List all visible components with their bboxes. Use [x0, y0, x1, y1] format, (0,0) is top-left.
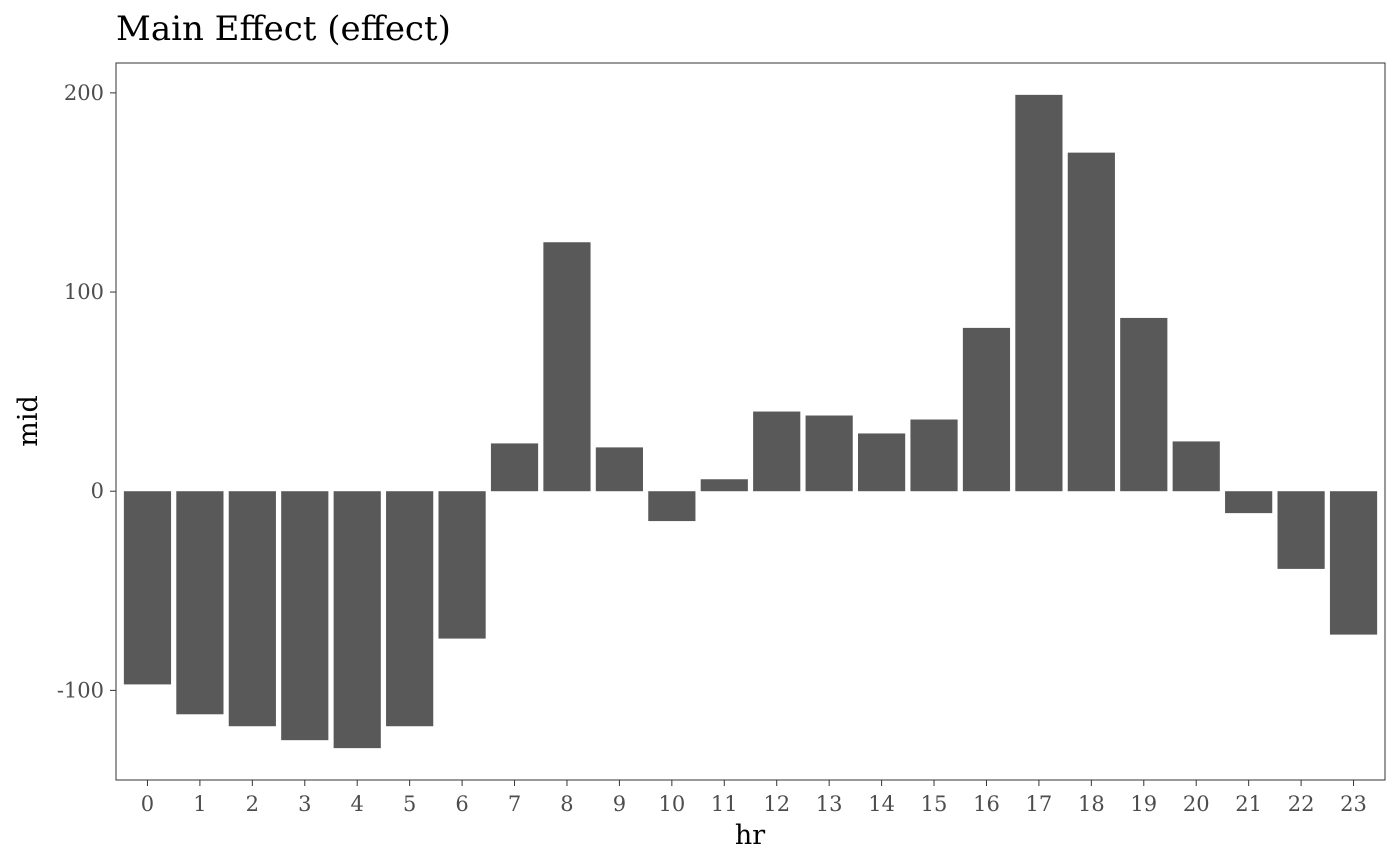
bar-hr-15: [910, 419, 958, 492]
bar-hr-4: [333, 491, 381, 749]
x-tick-label: 13: [816, 792, 843, 816]
x-tick-label: 21: [1235, 792, 1262, 816]
bar-hr-12: [753, 411, 801, 492]
bar-hr-19: [1120, 317, 1168, 492]
y-tick-label: 0: [91, 479, 104, 503]
x-tick-label: 22: [1288, 792, 1315, 816]
x-tick-label: 0: [141, 792, 154, 816]
x-tick-label: 11: [711, 792, 738, 816]
x-tick-label: 5: [403, 792, 416, 816]
x-tick-label: 10: [658, 792, 685, 816]
x-tick-label: 20: [1183, 792, 1210, 816]
bar-hr-8: [543, 242, 591, 492]
x-tick-label: 8: [560, 792, 573, 816]
x-tick-label: 2: [246, 792, 259, 816]
bar-hr-3: [281, 491, 329, 741]
y-axis: -100 0 100 200: [57, 81, 116, 702]
x-tick-label: 19: [1130, 792, 1157, 816]
bar-hr-21: [1225, 491, 1273, 514]
bar-hr-9: [595, 447, 643, 492]
bar-hr-16: [962, 327, 1011, 492]
x-tick-label: 14: [868, 792, 895, 816]
bar-hr-6: [438, 491, 486, 639]
bar-hr-13: [805, 415, 853, 492]
bar-hr-23: [1329, 491, 1378, 635]
x-tick-label: 7: [508, 792, 521, 816]
x-tick-label: 9: [613, 792, 626, 816]
chart-title: Main Effect (effect): [116, 9, 451, 49]
x-tick-label: 17: [1026, 792, 1053, 816]
y-axis-title: mid: [13, 395, 44, 447]
bar-hr-18: [1067, 152, 1115, 492]
x-tick-label: 6: [455, 792, 468, 816]
x-axis-title: hr: [735, 820, 765, 851]
bar-hr-7: [490, 443, 539, 492]
bar-hr-0: [123, 491, 172, 685]
x-axis: 0 1 2 3 4 5 6 7 8 9 10 11 12 13 14 15 16 17 18 19 20 21 22 23: [141, 780, 1367, 816]
bar-hr-1: [176, 491, 224, 715]
bar-hr-10: [648, 491, 696, 522]
y-tick-label: 200: [64, 81, 104, 105]
x-tick-label: 15: [921, 792, 948, 816]
bar-hr-2: [228, 491, 276, 727]
bar-hr-22: [1277, 491, 1325, 569]
bar-hr-11: [700, 479, 748, 492]
y-tick-label: -100: [57, 678, 104, 702]
x-tick-label: 3: [298, 792, 311, 816]
x-tick-label: 12: [763, 792, 790, 816]
bar-hr-17: [1015, 94, 1063, 492]
plot-panel-border: [115, 62, 1386, 781]
bar-series: [123, 94, 1378, 749]
x-tick-label: 4: [351, 792, 364, 816]
bar-hr-20: [1172, 441, 1220, 492]
x-tick-label: 18: [1078, 792, 1105, 816]
bar-hr-14: [858, 433, 906, 492]
x-tick-label: 23: [1340, 792, 1367, 816]
x-tick-label: 1: [193, 792, 206, 816]
y-tick-label: 100: [64, 280, 104, 304]
bar-hr-5: [386, 491, 434, 727]
x-tick-label: 16: [973, 792, 1000, 816]
